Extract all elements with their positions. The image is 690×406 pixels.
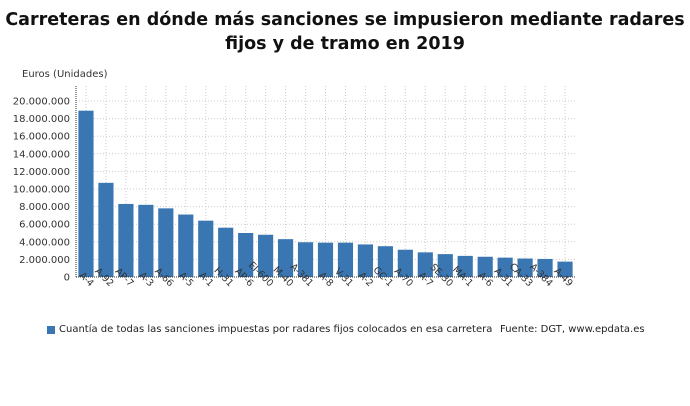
y-tick-label: 0 <box>64 273 70 284</box>
bar <box>477 256 493 277</box>
bar <box>377 246 393 277</box>
bar <box>178 214 194 277</box>
y-tick-label: 8.000.000 <box>19 202 70 213</box>
chart-title: Carreteras en dónde más sanciones se imp… <box>5 10 685 54</box>
bar <box>437 254 453 277</box>
bar <box>198 220 214 277</box>
y-tick-label: 18.000.000 <box>13 114 70 125</box>
bar <box>557 261 573 277</box>
legend-swatch <box>47 325 55 334</box>
bar <box>337 242 354 277</box>
y-axis-label: Euros (Unidades) <box>22 69 108 80</box>
y-tick-label: 16.000.000 <box>13 132 70 143</box>
bar <box>317 242 334 277</box>
legend: Cuantía de todas las sanciones impuestas… <box>47 324 492 335</box>
bar-chart: 0 2.000.000 4.000.000 6.000.000 8.000.000 10.… <box>13 86 575 289</box>
source-note: Fuente: DGT, www.epdata.es <box>500 324 645 335</box>
bar <box>277 239 294 277</box>
bar <box>397 249 413 277</box>
bar <box>457 255 473 277</box>
bar <box>238 233 254 277</box>
y-tick-label: 2.000.000 <box>19 255 70 266</box>
bar <box>258 234 274 277</box>
bar <box>357 244 374 277</box>
y-tick-label: 12.000.000 <box>13 167 70 178</box>
bar <box>78 110 94 278</box>
y-tick-label: 14.000.000 <box>13 149 70 160</box>
bar <box>497 257 513 277</box>
legend-label: Cuantía de todas las sanciones impuestas… <box>59 324 493 335</box>
y-tick-label: 4.000.000 <box>19 237 70 248</box>
bar <box>417 252 433 277</box>
y-tick-label: 20.000.000 <box>13 97 70 108</box>
bar <box>138 204 154 277</box>
bar <box>218 227 234 277</box>
bar <box>158 208 174 277</box>
bar <box>537 258 553 277</box>
bar <box>118 203 134 277</box>
y-tick-label: 10.000.000 <box>13 185 70 196</box>
bar <box>517 258 533 277</box>
y-tick-label: 6.000.000 <box>19 220 70 231</box>
bar <box>98 182 114 277</box>
bar <box>297 242 314 277</box>
